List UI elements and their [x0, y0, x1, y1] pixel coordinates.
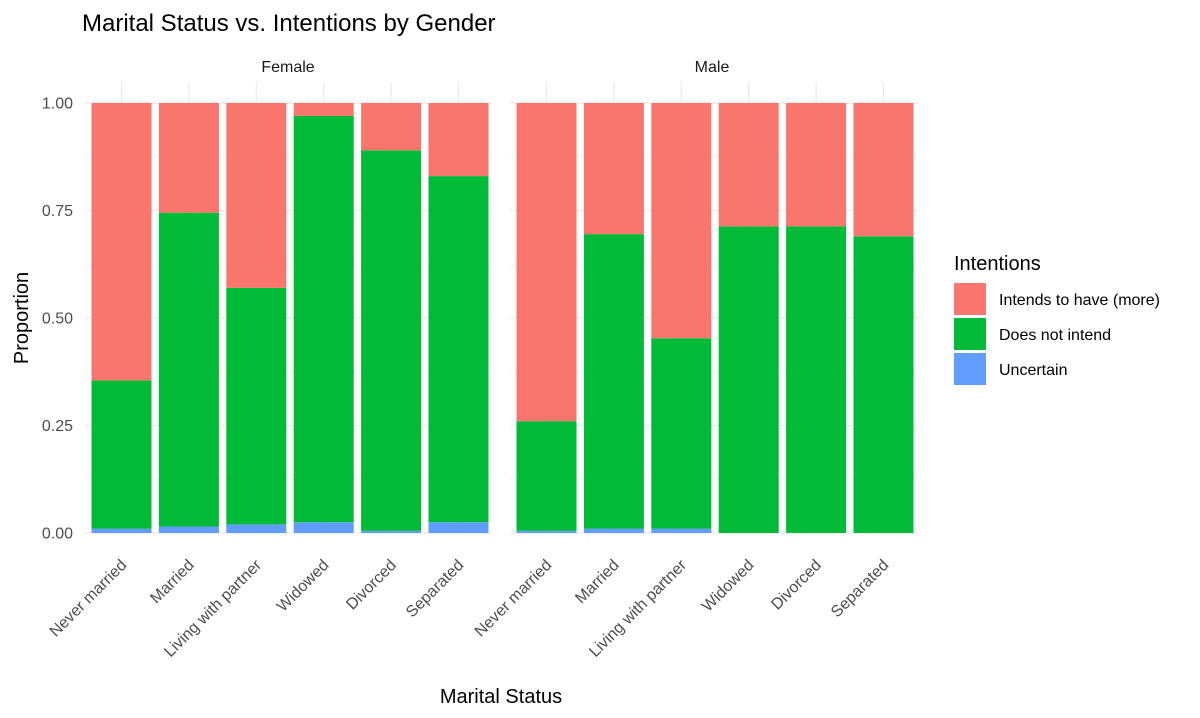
bar-segment — [226, 524, 287, 533]
y-tick-label: 1.00 — [42, 96, 73, 113]
y-tick-label: 0.00 — [42, 526, 73, 543]
x-tick-label: Separated — [828, 557, 892, 621]
bar-segment — [293, 103, 354, 116]
bar-segment — [583, 528, 644, 533]
bars-layer — [91, 103, 914, 534]
bar-segment — [293, 522, 354, 533]
bar-segment — [293, 115, 354, 523]
bar-segment — [718, 103, 779, 227]
bar-segment — [853, 103, 914, 237]
bar-segment — [651, 338, 712, 529]
bar-segment — [583, 103, 644, 235]
legend-key — [954, 353, 986, 385]
x-tick-label: Never married — [472, 557, 556, 641]
bar-segment — [91, 103, 152, 381]
facet-label: Female — [261, 59, 314, 76]
x-tick-label: Never married — [47, 557, 131, 641]
bar-segment — [91, 528, 152, 533]
bar-segment — [718, 226, 779, 533]
chart-title: Marital Status vs. Intentions by Gender — [82, 10, 496, 37]
bar-segment — [786, 103, 847, 227]
legend-label: Intends to have (more) — [999, 292, 1160, 309]
bar-segment — [428, 522, 489, 533]
legend: Intentions Intends to have (more) Does no… — [954, 253, 1160, 385]
bar-segment — [516, 103, 577, 422]
bar-segment — [361, 103, 422, 151]
bar-segment — [158, 103, 219, 213]
bar-segment — [428, 176, 489, 523]
legend-key — [954, 318, 986, 350]
x-tick-label: Married — [572, 557, 622, 607]
bar-segment — [158, 526, 219, 533]
bar-segment — [361, 150, 422, 531]
bar-segment — [786, 226, 847, 533]
y-tick-label: 0.75 — [42, 203, 73, 220]
bar-segment — [583, 234, 644, 529]
x-tick-label: Widowed — [274, 557, 333, 616]
bar-segment — [651, 528, 712, 533]
legend-key — [954, 283, 986, 315]
y-axis-title: Proportion — [11, 272, 33, 364]
legend-label: Does not intend — [999, 327, 1111, 344]
x-tick-label: Separated — [403, 557, 467, 621]
x-tick-label: Widowed — [699, 557, 758, 616]
bar-segment — [226, 103, 287, 288]
bar-segment — [853, 236, 914, 534]
bar-segment — [516, 421, 577, 531]
bar-segment — [516, 530, 577, 533]
x-axis-title: Marital Status — [440, 686, 562, 708]
x-tick-label: Divorced — [343, 557, 400, 614]
y-tick-label: 0.50 — [42, 311, 73, 328]
x-tick-label: Married — [147, 557, 197, 607]
bar-segment — [428, 103, 489, 177]
bar-segment — [651, 103, 712, 339]
legend-title: Intentions — [954, 253, 1041, 275]
facet-label: Male — [695, 59, 730, 76]
legend-items: Intends to have (more) Does not intend Unc… — [954, 283, 1160, 385]
bar-segment — [91, 380, 152, 529]
y-tick-labels: 0.00 0.25 0.50 0.75 1.00 — [42, 96, 73, 543]
bar-segment — [361, 530, 422, 533]
facet-strips: Female Male — [261, 59, 729, 76]
bar-segment — [158, 212, 219, 527]
y-tick-label: 0.25 — [42, 418, 73, 435]
x-tick-label: Divorced — [768, 557, 825, 614]
bar-segment — [226, 287, 287, 525]
legend-label: Uncertain — [999, 362, 1067, 379]
